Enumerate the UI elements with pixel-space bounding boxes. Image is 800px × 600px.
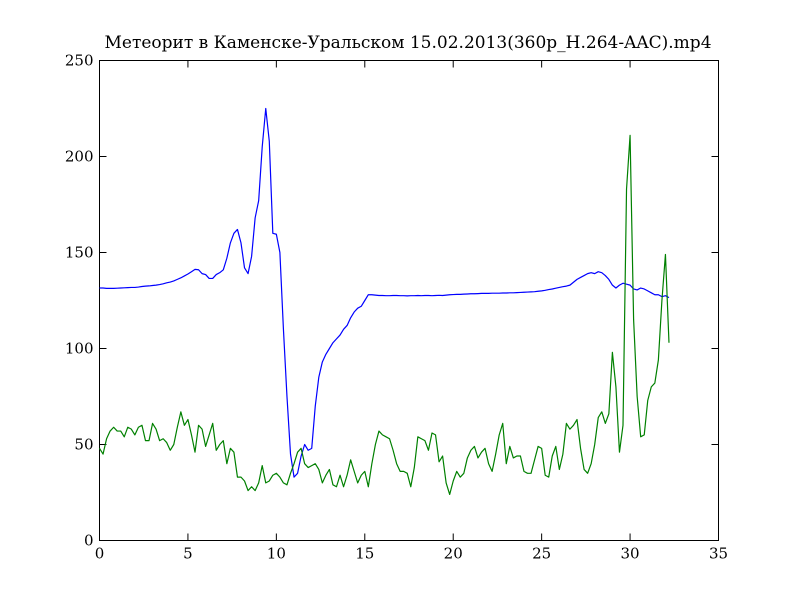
x-tick-label: 0 bbox=[95, 545, 105, 563]
plot-frame bbox=[99, 60, 719, 541]
x-tick-label: 25 bbox=[532, 545, 551, 563]
data-line bbox=[98, 134, 670, 496]
x-tick-label: 5 bbox=[183, 545, 193, 563]
y-tick-label: 50 bbox=[74, 436, 93, 454]
x-tick-label: 20 bbox=[444, 545, 463, 563]
x-tick-label: 35 bbox=[709, 545, 728, 563]
x-tick-label: 30 bbox=[621, 545, 640, 563]
y-tick-label: 0 bbox=[84, 532, 94, 550]
x-tick-label: 15 bbox=[355, 545, 374, 563]
data-line bbox=[99, 107, 670, 478]
y-tick-label: 250 bbox=[65, 52, 94, 70]
x-tick-label: 10 bbox=[267, 545, 286, 563]
y-tick-label: 150 bbox=[65, 244, 94, 262]
chart-title: Метеорит в Каменске-Уральском 15.02.2013… bbox=[104, 33, 711, 53]
y-tick-label: 100 bbox=[65, 340, 94, 358]
y-tick-label: 200 bbox=[65, 148, 94, 166]
